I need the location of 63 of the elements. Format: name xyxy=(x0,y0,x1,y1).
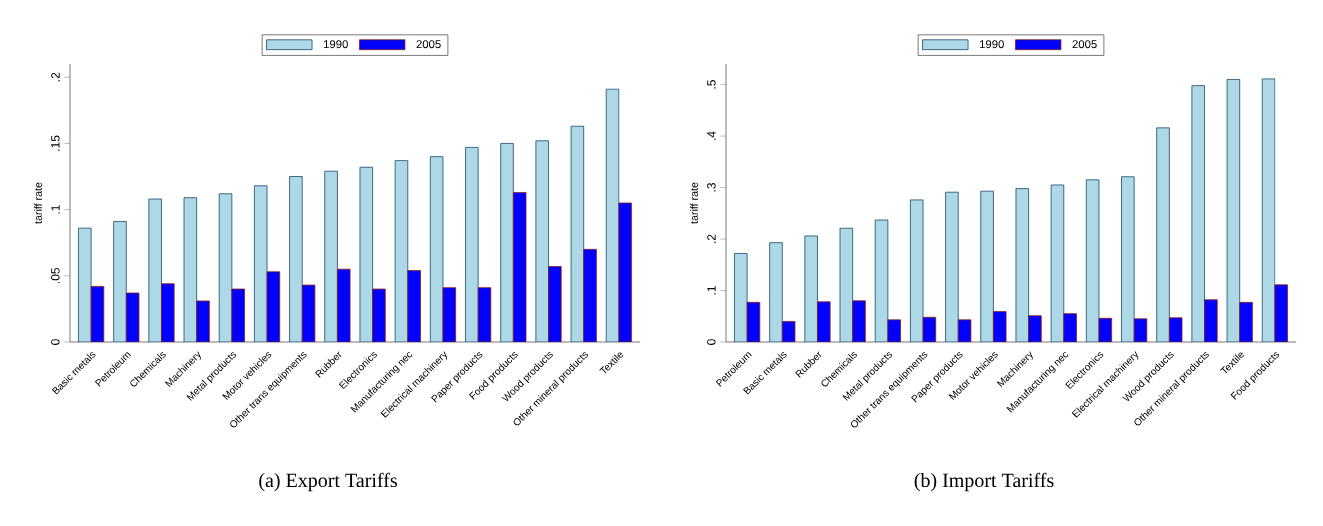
bar xyxy=(535,140,549,342)
bar xyxy=(1028,315,1042,342)
bar xyxy=(817,301,831,342)
bar xyxy=(1226,79,1241,342)
legend-label: 2005 xyxy=(416,40,441,49)
bar xyxy=(1191,85,1205,342)
bar xyxy=(394,160,409,342)
text: (b) Import Tariffs xyxy=(914,472,1054,492)
bar xyxy=(909,199,924,342)
bar xyxy=(465,147,479,342)
y-tick-label: .05 xyxy=(51,267,60,284)
bar xyxy=(500,143,514,342)
bar xyxy=(583,248,597,342)
bar xyxy=(372,288,386,342)
bar xyxy=(769,242,783,342)
bar xyxy=(253,185,268,342)
bar xyxy=(1050,184,1065,342)
bar xyxy=(1015,188,1029,342)
legend-label: 1990 xyxy=(979,40,1004,49)
bar xyxy=(874,219,889,342)
bar xyxy=(429,156,444,342)
y-tick-label: .5 xyxy=(707,80,716,89)
bar xyxy=(1063,313,1077,342)
bar xyxy=(1085,179,1100,342)
bar xyxy=(548,266,562,342)
bar xyxy=(980,190,994,342)
bar xyxy=(359,166,373,342)
y-tick-label: .1 xyxy=(51,205,60,214)
y-tick-label: .15 xyxy=(51,135,60,151)
bar xyxy=(1239,301,1253,342)
bar xyxy=(605,88,620,342)
y-tick-label: .4 xyxy=(707,131,716,140)
bar xyxy=(1261,78,1276,342)
legend-label: 1990 xyxy=(323,40,348,49)
bar xyxy=(1156,127,1170,342)
y-tick-label: .2 xyxy=(707,234,716,243)
bar xyxy=(570,125,585,342)
y-axis-title: tariff rate xyxy=(34,182,42,224)
bar xyxy=(804,235,818,342)
y-tick-label: 0 xyxy=(51,339,60,345)
bar xyxy=(734,253,748,342)
bar xyxy=(839,227,854,342)
bar xyxy=(161,283,175,342)
bar xyxy=(407,270,421,342)
bar xyxy=(196,300,210,342)
y-tick-label: .1 xyxy=(707,286,716,295)
bar xyxy=(113,221,127,342)
bar xyxy=(1204,299,1218,342)
bar xyxy=(852,300,866,342)
bar xyxy=(218,193,233,342)
bar xyxy=(78,227,92,342)
legend-label: 2005 xyxy=(1072,40,1097,49)
bar xyxy=(945,191,959,342)
y-axis-title: tariff rate xyxy=(690,182,698,224)
y-tick-label: .2 xyxy=(51,72,60,82)
y-tick-label: .3 xyxy=(707,183,716,192)
y-tick-label: 0 xyxy=(707,339,716,345)
text: (a) Export Tariffs xyxy=(259,472,397,492)
bar xyxy=(289,176,303,342)
bar xyxy=(183,197,198,342)
bar xyxy=(1121,176,1135,342)
bar xyxy=(324,170,338,342)
bar xyxy=(148,198,162,342)
